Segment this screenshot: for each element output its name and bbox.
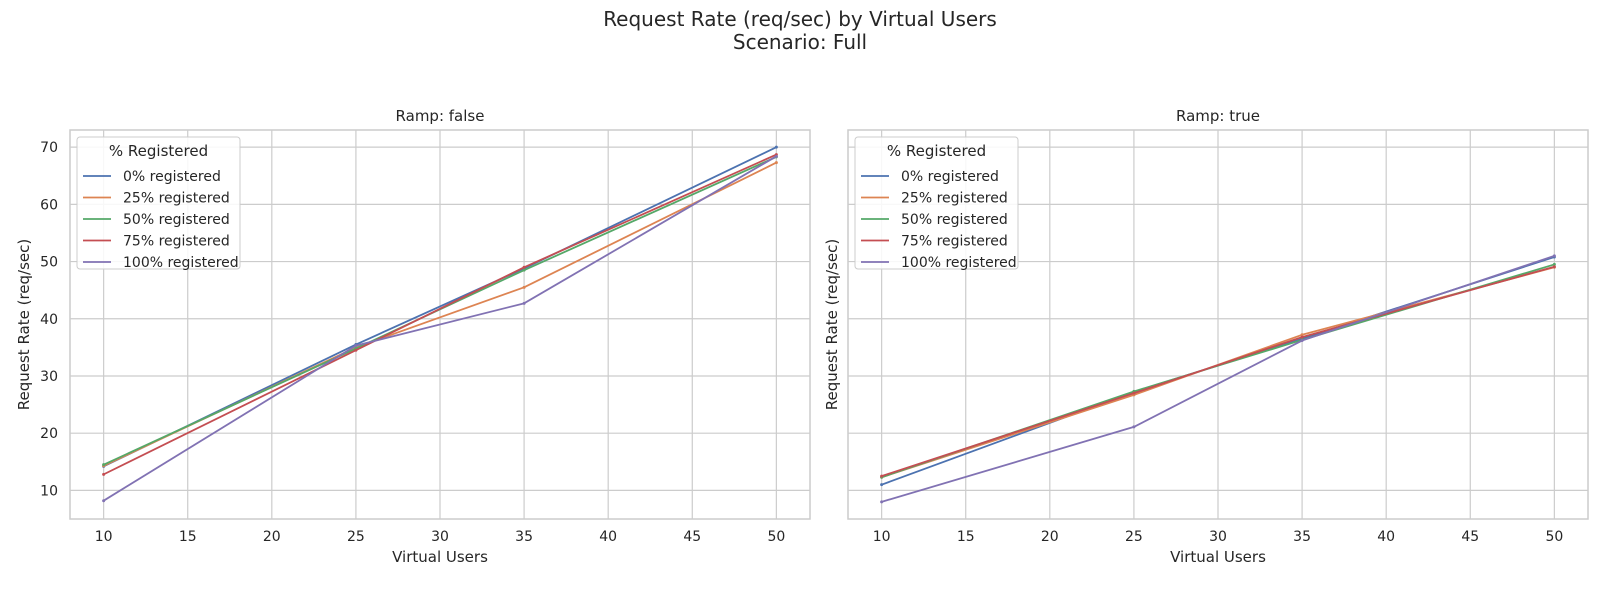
data-point [522,265,526,269]
legend-title: % Registered [109,142,208,160]
data-point [774,161,778,165]
data-point [880,483,884,487]
figure-title: Request Rate (req/sec) by Virtual Users … [0,8,1600,54]
subplot-ramp-false: 10 15 20 25 30 35 40 45 50 10 20 30 40 50 60 70 Ramp: fa… [15,107,811,566]
x-tick-label: 30 [1209,529,1227,545]
y-tick-label: 20 [40,426,58,442]
x-tick-label: 45 [683,529,701,545]
data-point [522,301,526,305]
y-tick-label: 10 [40,483,58,499]
data-point [354,348,358,352]
series-line-3 [103,153,777,476]
data-point [1552,265,1556,269]
legend-label: 50% registered [123,212,230,228]
data-point [522,268,526,272]
legend-label: 75% registered [901,234,1008,250]
legend-box [854,136,1019,270]
data-point [102,499,106,503]
subplot-ramp-true: 10 15 20 25 30 35 40 45 50 Ramp: true Virtual User… [823,107,1589,566]
figure-title-line: Request Rate (req/sec) by Virtual Users [603,7,997,31]
figure-subtitle-line: Scenario: Full [732,30,868,54]
data-point [880,500,884,504]
x-tick-label: 25 [347,529,365,545]
data-point [354,344,358,348]
x-tick-label: 30 [431,529,449,545]
x-tick-label: 10 [95,529,113,545]
plot-frame [69,129,811,520]
data-point [1300,339,1304,343]
legend-label: 25% registered [123,191,230,207]
y-tick-label: 70 [40,140,58,156]
data-point [1132,391,1136,395]
data-point [774,154,778,158]
data-point [1132,425,1136,429]
subplot-title: Ramp: true [1176,107,1260,125]
x-tick-label: 10 [873,529,891,545]
data-point [102,463,106,467]
legend-label: 50% registered [901,212,1008,228]
series-line-4 [103,155,777,502]
x-tick-label: 20 [1041,529,1059,545]
plot-frame [847,129,1589,520]
y-tick-label: 60 [40,197,58,213]
x-tick-label: 40 [1377,529,1395,545]
x-axis-label: Virtual Users [1170,548,1266,566]
x-tick-label: 35 [1293,529,1311,545]
x-tick-label: 50 [767,529,785,545]
y-tick-label: 40 [40,312,58,328]
x-tick-label: 35 [515,529,533,545]
data-point [522,285,526,289]
x-tick-label: 15 [179,529,197,545]
y-tick-label: 30 [40,369,58,385]
legend-label: 100% registered [123,255,239,271]
data-point [102,472,106,476]
legend-label: 0% registered [901,169,999,185]
series-line-3 [881,265,1555,477]
x-tick-label: 25 [1125,529,1143,545]
data-point [880,474,884,478]
data-point [1300,333,1304,337]
x-tick-label: 40 [599,529,617,545]
legend-label: 100% registered [901,255,1017,271]
y-axis-label: Request Rate (req/sec) [15,239,33,411]
x-tick-label: 50 [1545,529,1563,545]
subplot-title: Ramp: false [396,107,485,125]
legend-box [76,136,241,270]
x-tick-label: 20 [263,529,281,545]
legend-label: 0% registered [123,169,221,185]
legend-label: 75% registered [123,234,230,250]
x-tick-label: 45 [1461,529,1479,545]
data-point [1552,254,1556,258]
data-point [1300,335,1304,339]
y-axis-label: Request Rate (req/sec) [823,239,841,411]
legend-title: % Registered [887,142,986,160]
series-line-0 [103,146,777,468]
x-tick-label: 15 [957,529,975,545]
data-point [1552,262,1556,266]
legend-label: 25% registered [901,191,1008,207]
y-tick-label: 50 [40,255,58,271]
x-axis-label: Virtual Users [392,548,488,566]
series-line-4 [881,254,1555,503]
data-point [774,145,778,149]
